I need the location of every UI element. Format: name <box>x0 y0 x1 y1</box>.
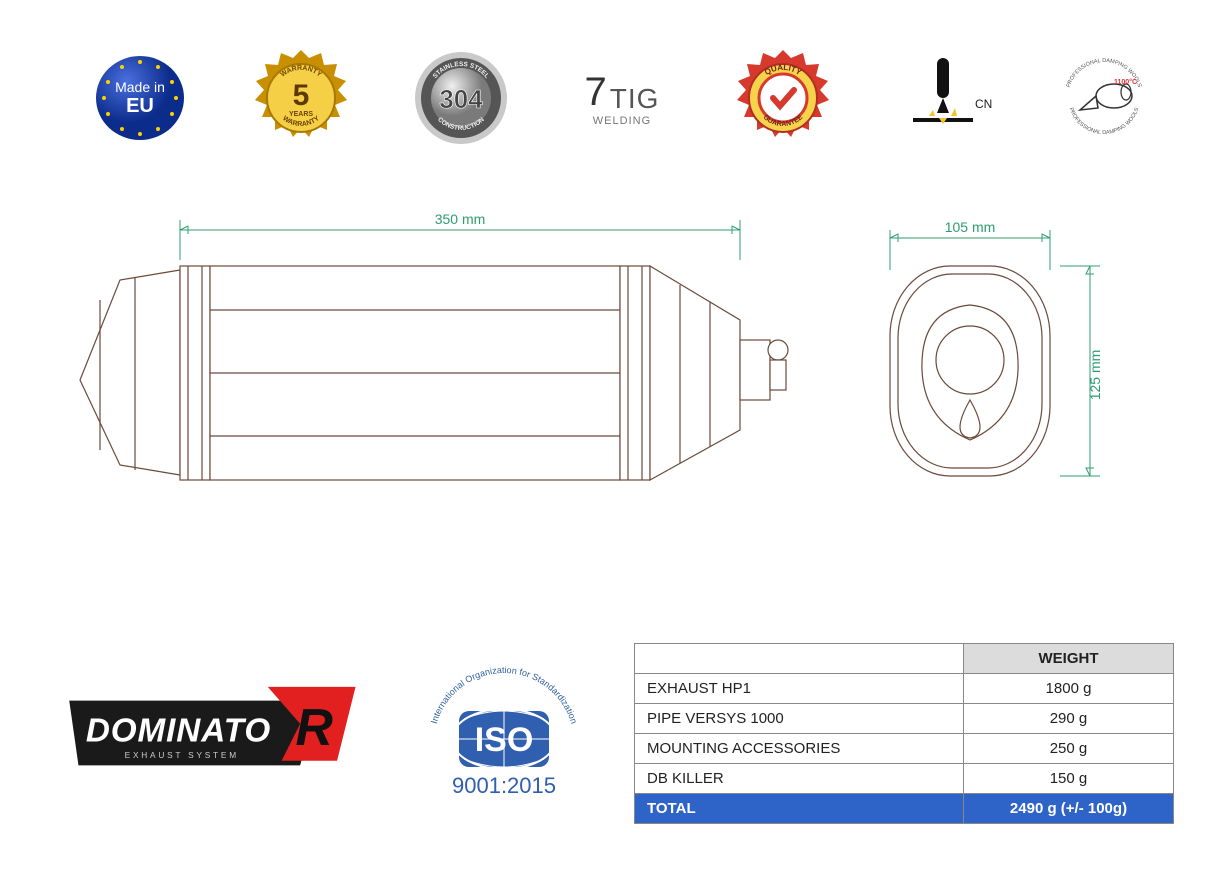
eu-text-1: Made in <box>115 79 165 95</box>
tig-sub: WELDING <box>593 115 651 127</box>
weight-header: WEIGHT <box>964 643 1174 673</box>
made-in-eu-badge: Made in EU <box>90 48 190 148</box>
dim-height: 125 mm <box>1087 350 1103 401</box>
weight-rows: EXHAUST HP1 1800 g PIPE VERSYS 1000 290 … <box>635 673 1174 823</box>
exhaust-end-view: 105 mm 125 mm <box>890 219 1103 476</box>
dim-width: 105 mm <box>945 219 996 235</box>
bottom-row: DOMINATO R EXHAUST SYSTEM International … <box>60 623 1174 843</box>
table-row-total: TOTAL 2490 g (+/- 100g) <box>635 793 1174 823</box>
exhaust-side-view <box>80 266 788 480</box>
dominator-logo: DOMINATO R EXHAUST SYSTEM <box>60 668 374 798</box>
dim-length: 350 mm <box>435 211 486 227</box>
logo-r: R <box>296 698 333 756</box>
badges-row: Made in EU WARRANTY WARRANTY 5 YEARS <box>90 48 1154 148</box>
damp-bot: PROFESSIONAL DAMPING WOOLS <box>1068 107 1141 136</box>
tig-badge: 7 TIG WELDING <box>572 48 672 148</box>
table-row: EXHAUST HP1 1800 g <box>635 673 1174 703</box>
table-row: MOUNTING ACCESSORIES 250 g <box>635 733 1174 763</box>
svg-text:PROFESSIONAL DAMPING WOOLS: PROFESSIONAL DAMPING WOOLS <box>1068 107 1141 136</box>
cnc-badge: CNC <box>893 48 993 148</box>
weight-table: WEIGHT EXHAUST HP1 1800 g PIPE VERSYS 10… <box>634 643 1174 824</box>
quality-badge: QUALITY GUARANTEE <box>733 48 833 148</box>
steel-num: 304 <box>440 84 484 114</box>
damping-badge: PROFESSIONAL DAMPING WOOLS PROFESSIONAL … <box>1054 48 1154 148</box>
iso-text: ISO <box>475 721 534 759</box>
warranty-badge: WARRANTY WARRANTY 5 YEARS <box>251 48 351 148</box>
warranty-years: 5 <box>292 79 309 112</box>
tig-slash-icon: 7 <box>585 70 608 115</box>
warranty-mid: YEARS <box>289 111 313 118</box>
steel-badge: STAINLESS STEEL CONSTRUCTION 304 <box>411 48 511 148</box>
table-row: PIPE VERSYS 1000 290 g <box>635 703 1174 733</box>
technical-drawing: 350 mm <box>60 200 1154 540</box>
tig-text: TIG <box>610 83 660 115</box>
logo-text: DOMINATO <box>86 712 271 749</box>
eu-text-2: EU <box>126 95 154 117</box>
logo-tag: EXHAUST SYSTEM <box>125 750 239 760</box>
table-row: DB KILLER 150 g <box>635 763 1174 793</box>
cnc-label: CNC <box>975 97 993 111</box>
damp-temp: 1100°C <box>1114 78 1137 86</box>
iso-badge: International Organization for Standardi… <box>414 663 594 803</box>
iso-std: 9001:2015 <box>452 773 556 798</box>
